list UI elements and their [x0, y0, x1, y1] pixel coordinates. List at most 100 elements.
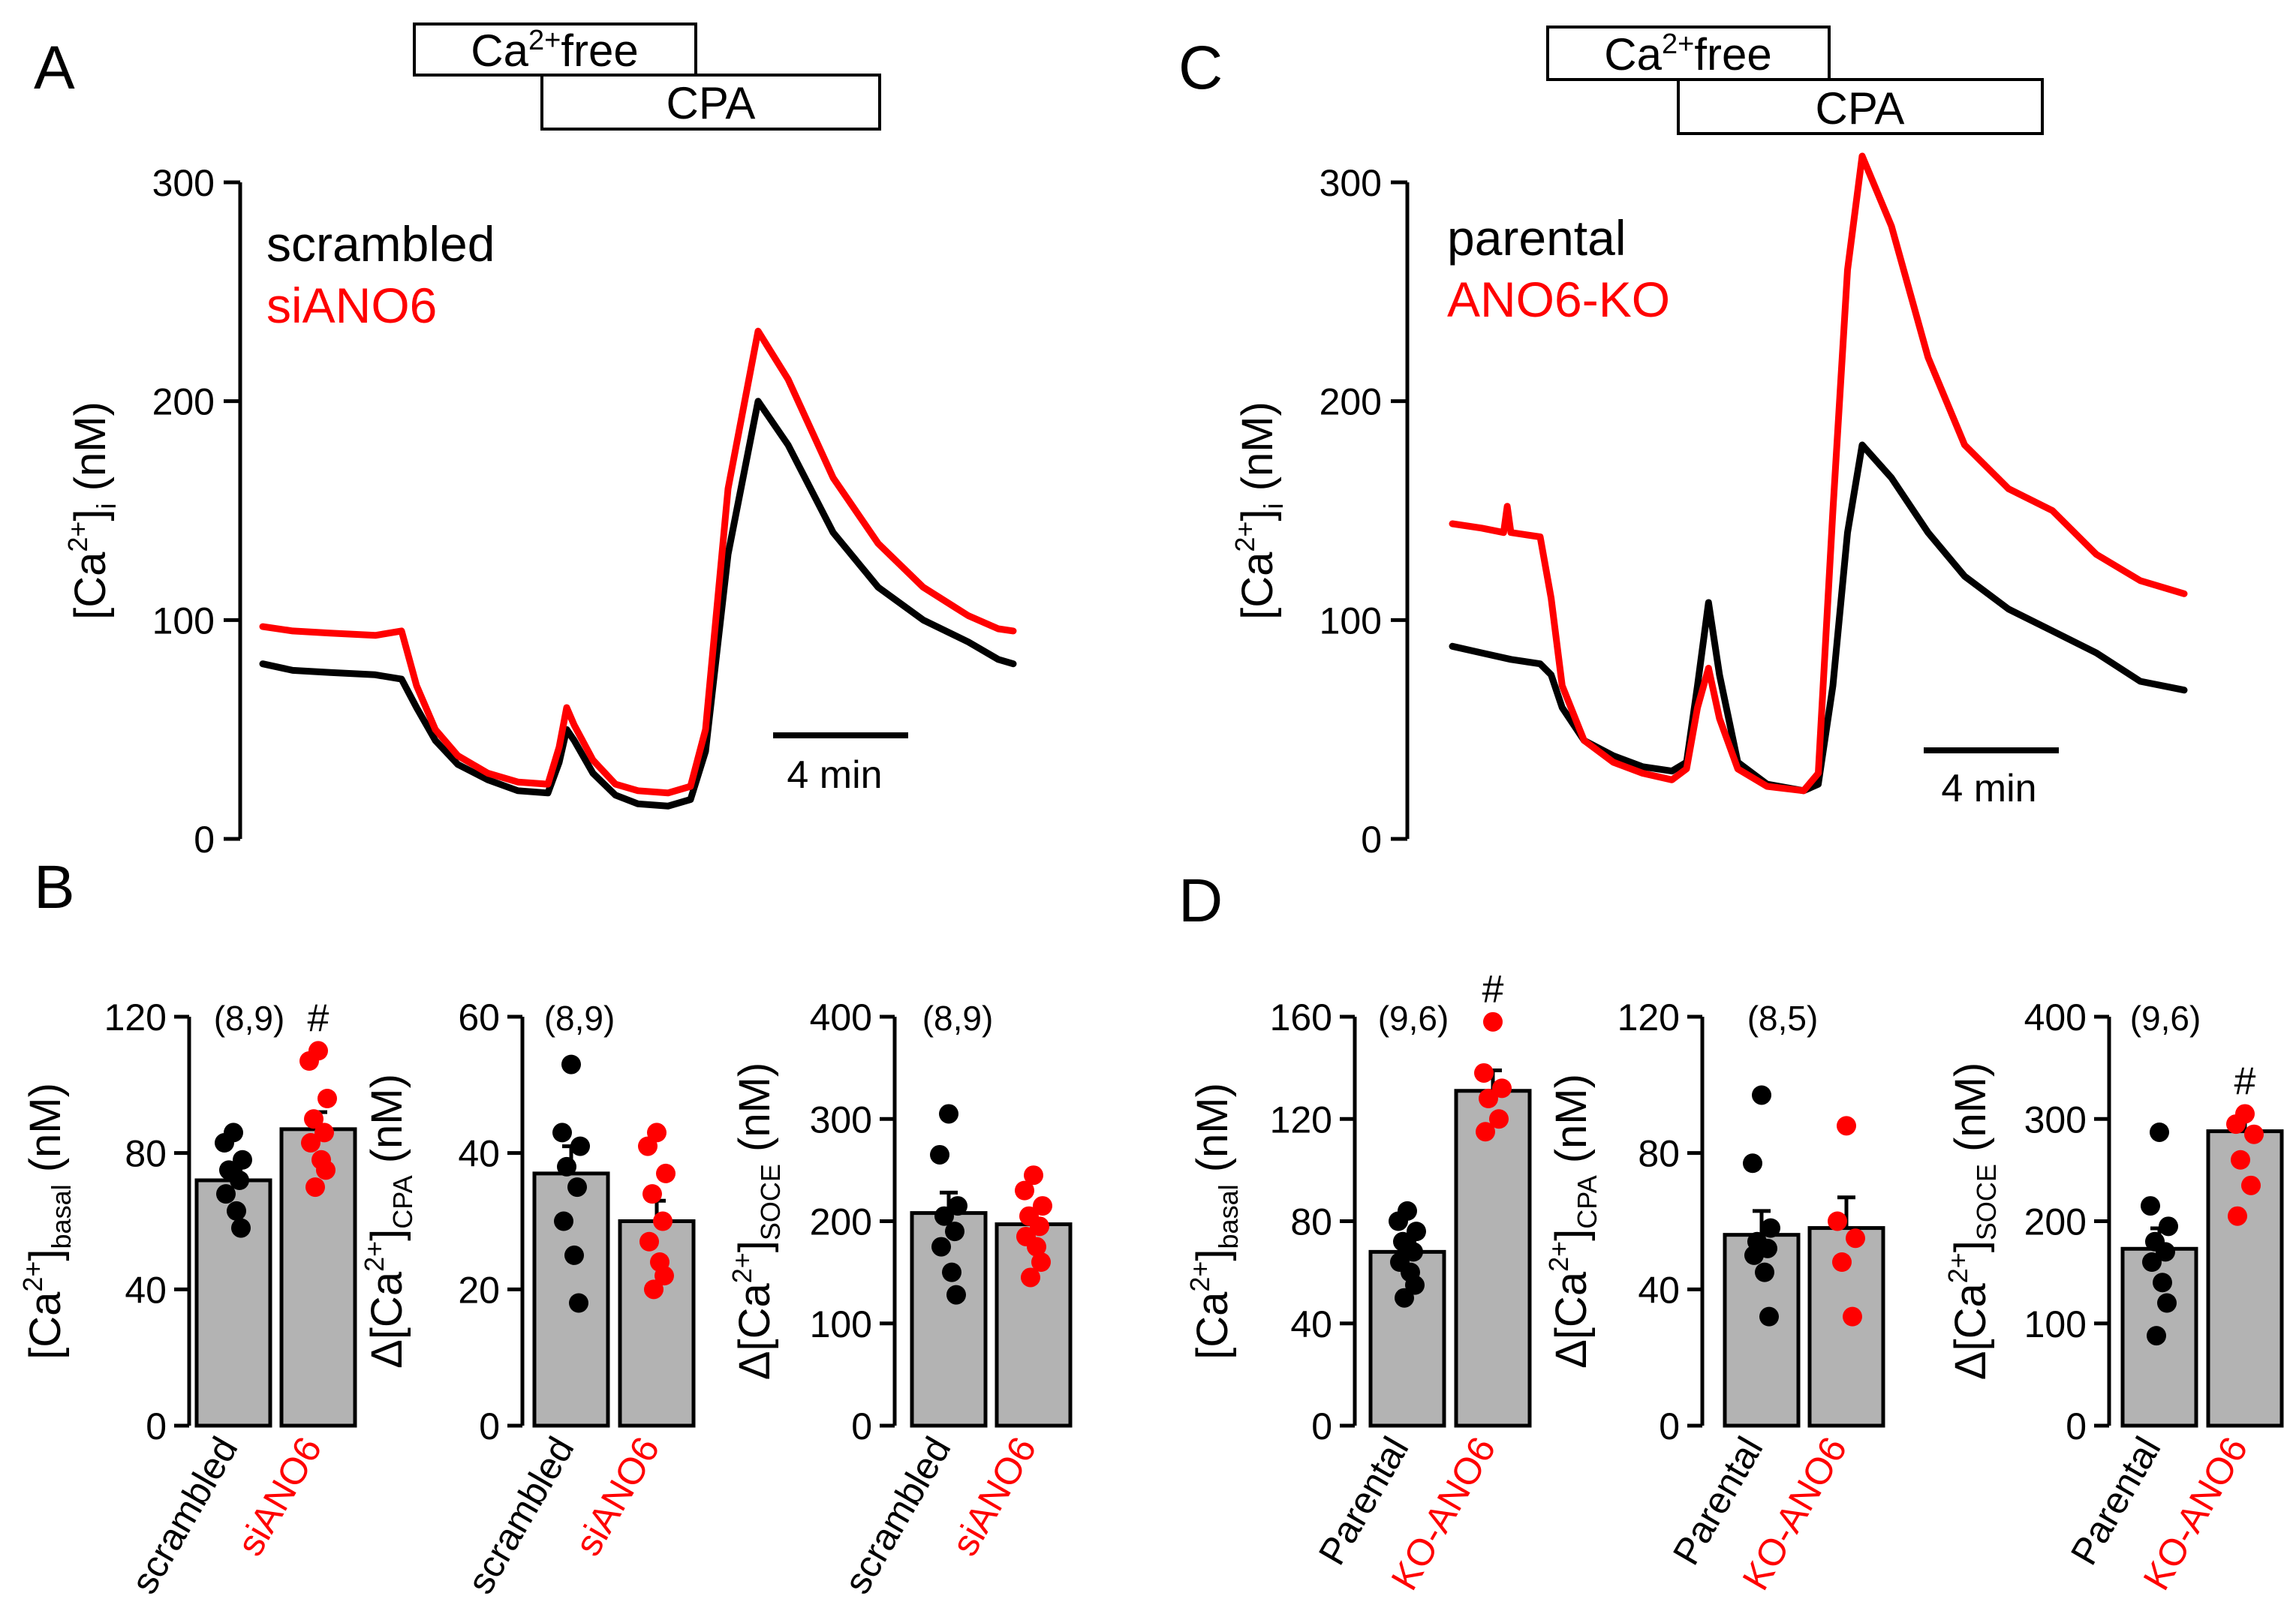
y-tick-label-d2-40: 40: [1638, 1269, 1680, 1311]
bar-chart-b1: 0 40 80 120 [Ca2+]basal (nM) scrambled # siANO6…: [17, 996, 357, 1601]
data-point-d2-0-5: [1744, 1245, 1764, 1265]
trace-siano6: [259, 327, 1017, 797]
data-point-b1-1-2: [317, 1089, 337, 1108]
y-tick-label-d3-0: 0: [2066, 1405, 2087, 1447]
legend-parental: parental: [1447, 210, 1626, 266]
legend-scrambled: scrambled: [266, 216, 495, 272]
y-axis-label-c: [Ca2+]i (nM): [1229, 401, 1289, 620]
data-point-d2-0-0: [1752, 1085, 1771, 1105]
data-point-b3-0-6: [942, 1262, 961, 1282]
data-point-d3-0-6: [2153, 1273, 2172, 1293]
data-point-b3-0-2: [948, 1196, 967, 1216]
y-tick-label-d2-120: 120: [1617, 996, 1680, 1038]
trace-chart-a: 0 100 200 300 [Ca2+]i (nM): [62, 162, 1017, 861]
data-point-b3-0-7: [946, 1285, 966, 1305]
data-point-b2-0-6: [564, 1245, 584, 1265]
data-point-d3-0-5: [2142, 1252, 2162, 1272]
y-tick-label-a-200: 200: [152, 381, 215, 423]
data-point-d2-0-2: [1761, 1218, 1780, 1238]
bar-b1-0: [194, 1178, 272, 1428]
y-tick-label-c-300: 300: [1320, 162, 1382, 204]
data-point-b1-1-5: [301, 1133, 320, 1153]
data-point-b1-1-7: [316, 1160, 336, 1180]
category-label-b3-1: siANO6: [943, 1430, 1045, 1563]
y-tick-label-b2-60: 60: [458, 996, 500, 1038]
y-tick-label-b3-100: 100: [810, 1303, 872, 1345]
data-point-d1-1-2: [1492, 1078, 1512, 1099]
data-point-b3-1-7: [1031, 1252, 1051, 1272]
data-point-b1-1-1: [299, 1051, 319, 1072]
y-tick-label-c-200: 200: [1320, 381, 1382, 423]
y-tick-label-d1-80: 80: [1290, 1201, 1332, 1243]
cpa-box-c: CPA: [1677, 78, 2044, 135]
y-tick-label-d1-120: 120: [1270, 1099, 1332, 1141]
y-tick-label-d2-80: 80: [1638, 1133, 1680, 1175]
data-point-b2-1-5: [639, 1231, 659, 1252]
bar-d3-1: [2206, 1129, 2284, 1428]
significance-mark-d1-1: #: [1482, 968, 1504, 1011]
data-point-b3-0-4: [945, 1222, 964, 1242]
y-tick-label-a-100: 100: [152, 600, 215, 642]
data-point-b3-0-0: [939, 1104, 958, 1124]
y-tick-label-b2-40: 40: [458, 1133, 500, 1175]
y-tick-label-b1-40: 40: [125, 1269, 167, 1311]
data-point-d3-1-4: [2241, 1175, 2261, 1195]
data-point-d3-1-5: [2228, 1206, 2247, 1226]
y-tick-label-c-0: 0: [1361, 819, 1382, 861]
data-point-d1-0-1: [1389, 1211, 1408, 1231]
data-point-b3-1-1: [1015, 1180, 1034, 1201]
trace-ano6-ko: [1449, 152, 2188, 795]
scale-label-a: 4 min: [787, 753, 882, 797]
y-axis-label-b2: Δ[Ca2+]CPA (nM): [359, 1074, 418, 1369]
bar-charts: 0 40 80 120 [Ca2+]basal (nM) scrambled # siANO6…: [17, 968, 2284, 1601]
data-point-b2-0-1: [552, 1123, 572, 1143]
significance-mark-d3-1: #: [2234, 1059, 2256, 1103]
data-point-d2-1-1: [1828, 1211, 1847, 1231]
data-point-b3-1-8: [1021, 1267, 1040, 1288]
data-point-b1-0-6: [227, 1201, 246, 1221]
category-label-b1-0: scrambled: [123, 1430, 246, 1601]
data-point-d3-0-7: [2157, 1293, 2177, 1313]
data-point-b2-0-5: [554, 1211, 573, 1231]
n-label-d2: (8,5): [1747, 999, 1819, 1038]
y-tick-label-b1-80: 80: [125, 1133, 167, 1175]
panel-label-b: B: [34, 853, 75, 921]
y-tick-label-d3-300: 300: [2024, 1099, 2087, 1141]
data-point-b2-1-1: [638, 1136, 658, 1156]
ca-free-label-a: Ca2+free: [471, 25, 638, 76]
data-point-b1-1-4: [314, 1123, 334, 1143]
data-point-d3-1-3: [2231, 1150, 2250, 1170]
data-point-b3-1-0: [1024, 1165, 1043, 1186]
data-point-d2-1-3: [1832, 1252, 1852, 1272]
data-point-b1-0-5: [216, 1184, 236, 1204]
category-label-b1-1: siANO6: [229, 1430, 330, 1563]
data-point-d3-1-1: [2226, 1114, 2246, 1135]
data-point-b1-1-3: [304, 1109, 323, 1129]
data-point-d1-1-4: [1489, 1109, 1509, 1129]
data-point-b1-0-1: [215, 1133, 234, 1153]
y-tick-label-d1-160: 160: [1270, 996, 1332, 1038]
cpa-box-a: CPA: [540, 74, 881, 131]
y-tick-label-b3-0: 0: [851, 1405, 872, 1447]
data-point-d1-1-1: [1474, 1062, 1494, 1083]
y-axis-label-d3: Δ[Ca2+]SOCE (nM): [1942, 1062, 2002, 1381]
scale-label-c: 4 min: [1941, 767, 2036, 810]
data-point-b1-0-7: [231, 1218, 251, 1238]
data-point-b2-0-3: [557, 1156, 576, 1177]
data-point-b1-1-8: [305, 1177, 325, 1198]
y-tick-label-d3-400: 400: [2024, 996, 2087, 1038]
ca-free-box-a: Ca2+free: [413, 23, 697, 77]
bar-d1-1: [1454, 1089, 1532, 1428]
category-label-b3-0: scrambled: [836, 1430, 959, 1601]
y-tick-label-b3-200: 200: [810, 1201, 872, 1243]
data-point-d1-1-5: [1476, 1122, 1495, 1142]
trace-scrambled: [259, 398, 1017, 810]
legend-ano6-ko: ANO6-KO: [1447, 272, 1670, 327]
data-point-b2-0-7: [569, 1293, 588, 1313]
data-point-d3-0-8: [2147, 1326, 2166, 1346]
y-tick-label-b1-120: 120: [104, 996, 167, 1038]
